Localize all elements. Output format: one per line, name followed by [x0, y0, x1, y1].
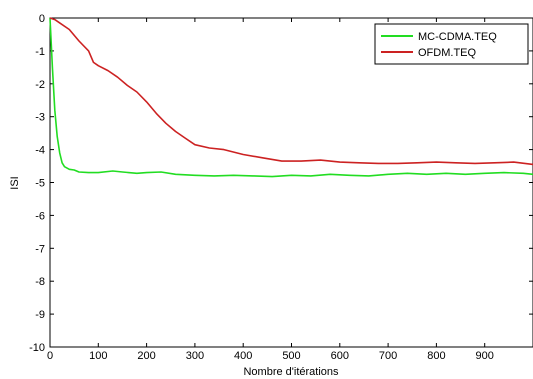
y-tick-label: -5: [35, 178, 45, 190]
x-tick-label: 200: [137, 350, 155, 362]
y-tick-label: -4: [35, 145, 45, 157]
y-tick-label: -10: [29, 342, 45, 354]
series-line-2: [49, 17, 533, 166]
x-tick-label: 400: [234, 350, 252, 362]
x-tick-label: 800: [427, 350, 445, 362]
y-tick-label: -7: [35, 243, 45, 255]
legend-entry: MC-CDMA.TEQ: [418, 31, 497, 43]
y-axis-label: ISI: [9, 176, 21, 189]
y-tick-label: -3: [35, 112, 45, 124]
x-tick-label: 500: [282, 350, 300, 362]
x-tick-label: 700: [379, 350, 397, 362]
y-tick-label: -2: [35, 79, 45, 91]
legend: MC-CDMA.TEQ OFDM.TEQ: [374, 23, 529, 65]
series-lines: [49, 17, 533, 178]
y-tick-label: -8: [35, 276, 45, 288]
legend-box: [374, 23, 529, 65]
y-tick-label: -6: [35, 210, 45, 222]
x-tick-label: 900: [476, 350, 494, 362]
x-tick-label: 100: [89, 350, 107, 362]
series-line-1: [49, 17, 533, 178]
axis-ticks: 0 100 200 300 400 500 600 700 800 900 0 -1 -2 -3 -4 -5 -…: [29, 13, 533, 362]
x-tick-label: 600: [331, 350, 349, 362]
plot-area: [49, 17, 533, 348]
y-tick-label: -9: [35, 309, 45, 321]
legend-entry: OFDM.TEQ: [418, 47, 476, 59]
y-tick-label: 0: [39, 13, 45, 25]
x-tick-label: 300: [186, 350, 204, 362]
x-axis-label: Nombre d'itérations: [243, 366, 339, 378]
y-tick-label: -1: [35, 46, 45, 58]
x-tick-label: 0: [47, 350, 53, 362]
